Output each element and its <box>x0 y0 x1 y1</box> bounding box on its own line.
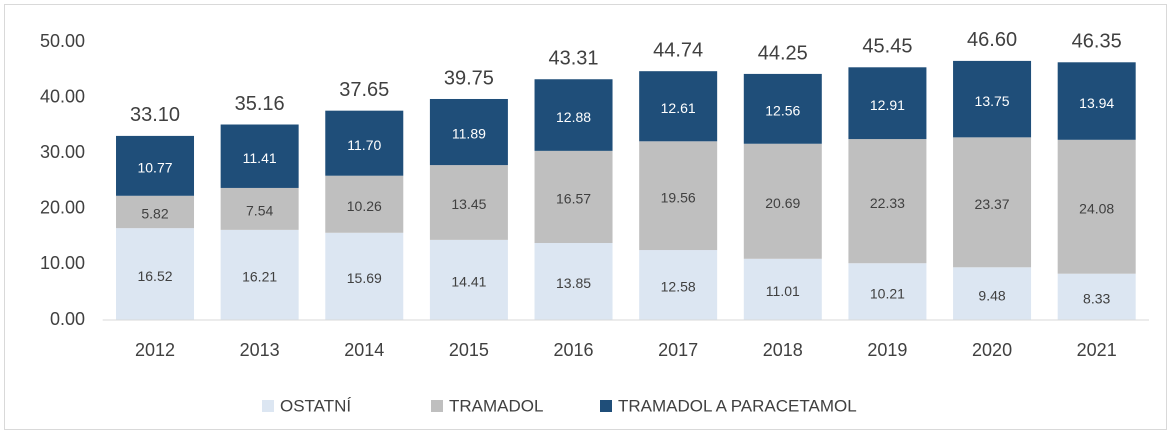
bar-segment <box>1057 273 1136 320</box>
bar-segment <box>1057 62 1136 140</box>
bar-segment <box>325 110 404 176</box>
x-tick-label: 2018 <box>763 340 803 360</box>
data-label: 7.54 <box>246 203 273 219</box>
bar-segment <box>848 67 927 140</box>
y-tick-label: 30.00 <box>40 142 85 162</box>
bar-segment <box>116 195 195 229</box>
x-tick-label: 2015 <box>449 340 489 360</box>
data-label: 10.26 <box>347 198 382 214</box>
x-tick-label: 2021 <box>1077 340 1117 360</box>
y-tick-label: 0.00 <box>50 309 85 329</box>
chart-border <box>4 4 1167 430</box>
total-label: 46.35 <box>1072 31 1122 53</box>
bar-segment <box>429 165 508 240</box>
bar-segment <box>1057 139 1136 274</box>
total-label: 35.16 <box>235 93 285 115</box>
data-label: 11.41 <box>243 150 277 166</box>
legend-swatch <box>262 400 274 412</box>
data-label: 16.21 <box>242 269 277 285</box>
total-label: 44.74 <box>653 40 703 62</box>
x-tick-label: 2012 <box>135 340 175 360</box>
data-label: 23.37 <box>975 196 1010 212</box>
bar-segment <box>220 124 299 188</box>
data-label: 13.85 <box>556 275 591 291</box>
total-label: 37.65 <box>339 79 389 101</box>
x-tick-label: 2014 <box>344 340 384 360</box>
bar-segment <box>743 258 822 320</box>
bar-segment <box>534 242 613 320</box>
data-label: 10.21 <box>870 285 905 301</box>
bar-segment <box>325 232 404 320</box>
bar-segment <box>534 150 613 243</box>
bar-segment <box>116 135 195 196</box>
data-label: 12.56 <box>765 103 800 119</box>
data-label: 5.82 <box>141 206 168 222</box>
data-label: 12.88 <box>556 109 591 125</box>
legend-label: TRAMADOL <box>449 396 543 415</box>
data-label: 8.33 <box>1083 291 1110 307</box>
y-tick-label: 50.00 <box>40 31 85 51</box>
bar-segment <box>534 79 613 151</box>
bar-segment <box>848 139 927 264</box>
x-tick-label: 2016 <box>554 340 594 360</box>
total-label: 39.75 <box>444 67 494 89</box>
data-label: 12.58 <box>661 279 696 295</box>
x-tick-label: 2013 <box>240 340 280 360</box>
data-label: 22.33 <box>870 195 905 211</box>
data-label: 16.57 <box>556 191 591 207</box>
bar-segment <box>639 250 718 320</box>
total-label: 46.60 <box>967 29 1017 51</box>
data-label: 11.89 <box>452 126 486 142</box>
bar-segment <box>953 267 1032 320</box>
total-label: 44.25 <box>758 42 808 64</box>
data-label: 12.61 <box>661 100 696 116</box>
bar-segment <box>325 175 404 233</box>
bar-segment <box>116 228 195 320</box>
data-label: 9.48 <box>978 287 1005 303</box>
legend-swatch <box>431 400 443 412</box>
data-label: 13.94 <box>1079 95 1114 111</box>
y-tick-label: 20.00 <box>40 198 85 218</box>
total-label: 45.45 <box>862 36 912 58</box>
bar-segment <box>429 98 508 166</box>
data-label: 24.08 <box>1079 200 1114 216</box>
legend-label: TRAMADOL A PARACETAMOL <box>618 396 857 415</box>
y-tick-label: 10.00 <box>40 253 85 273</box>
y-tick-label: 40.00 <box>40 86 85 106</box>
x-tick-label: 2019 <box>867 340 907 360</box>
bar-segment <box>953 137 1032 268</box>
total-label: 43.31 <box>549 47 599 69</box>
bar-segment <box>220 187 299 230</box>
data-label: 11.70 <box>347 137 381 153</box>
legend-label: OSTATNÍ <box>280 396 351 415</box>
data-label: 15.69 <box>347 270 382 286</box>
data-label: 20.69 <box>765 195 800 211</box>
legend-swatch <box>600 400 612 412</box>
bar-segment <box>639 71 718 142</box>
total-label: 33.10 <box>130 104 180 126</box>
bar-segment <box>743 73 822 144</box>
data-label: 16.52 <box>137 268 172 284</box>
x-tick-label: 2020 <box>972 340 1012 360</box>
data-label: 10.77 <box>137 160 172 176</box>
data-label: 14.41 <box>451 274 486 290</box>
data-label: 19.56 <box>661 189 696 205</box>
data-label: 11.01 <box>766 283 800 299</box>
bar-segment <box>639 141 718 251</box>
data-label: 13.45 <box>451 196 486 212</box>
bar-segment <box>220 229 299 320</box>
bar-segment <box>953 60 1032 138</box>
bar-segment <box>429 239 508 320</box>
x-tick-label: 2017 <box>658 340 698 360</box>
bar-segment <box>743 143 822 259</box>
data-label: 12.91 <box>870 97 905 113</box>
bar-segment <box>848 263 927 320</box>
data-label: 13.75 <box>975 93 1010 109</box>
